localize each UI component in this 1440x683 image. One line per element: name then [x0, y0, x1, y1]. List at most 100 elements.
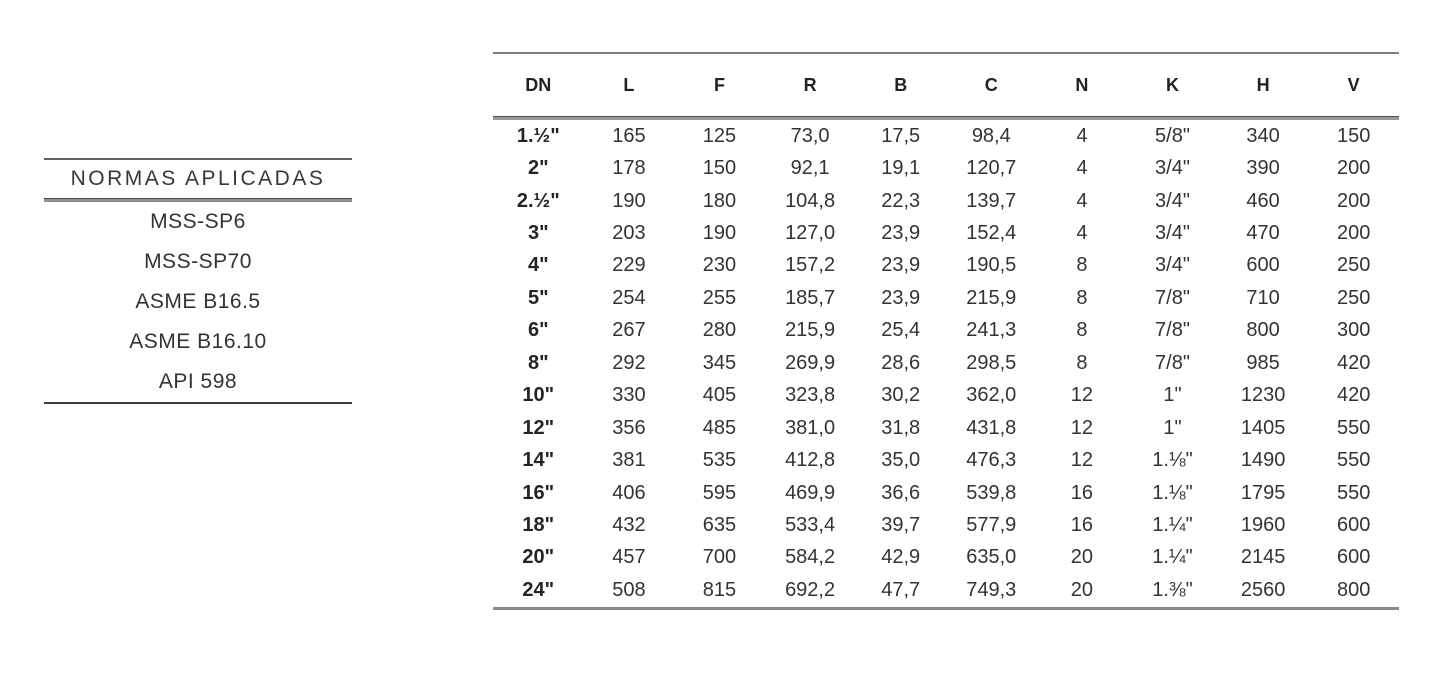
- table-cell: 550: [1337, 449, 1371, 472]
- table-row: 6" 267 280 215,9 25,4 241,3 8 7/8" 800 300: [493, 315, 1399, 347]
- table-cell: 31,8: [881, 416, 921, 439]
- table-cell: 127,0: [785, 222, 836, 245]
- normas-item: ASME B16.10: [129, 330, 267, 353]
- normas-title-divider: [44, 198, 352, 202]
- table-cell: 20: [1070, 546, 1094, 569]
- dn-cell: 12": [522, 416, 555, 439]
- table-cell: 92,1: [790, 157, 830, 180]
- table-cell: 241,3: [966, 319, 1017, 342]
- table-cell: 345: [702, 351, 737, 374]
- table-cell: 292: [612, 351, 646, 374]
- table-cell: 508: [612, 578, 646, 601]
- table-cell: 800: [1246, 319, 1280, 342]
- table-cell: 692,2: [785, 578, 836, 601]
- table-cell: 8: [1076, 286, 1088, 309]
- table-row: 3" 203 190 127,0 23,9 152,4 4 3/4" 470 200: [493, 217, 1399, 249]
- table-cell: 1.¼": [1152, 546, 1193, 569]
- normas-title: NORMAS APLICADAS: [70, 167, 326, 190]
- table-cell: 1": [1163, 416, 1182, 439]
- table-cell: 550: [1337, 481, 1371, 504]
- table-cell: 157,2: [785, 254, 836, 277]
- table-cell: 8: [1076, 351, 1088, 374]
- table-cell: 185,7: [785, 286, 836, 309]
- table-row: 16" 406 595 469,9 36,6 539,8 16 1.⅛" 1795 550: [493, 477, 1399, 509]
- table-cell: 178: [612, 157, 646, 180]
- table-row: 1.½" 165 125 73,0 17,5 98,4 4 5/8" 340 150: [493, 120, 1399, 152]
- table-cell: 73,0: [790, 124, 830, 147]
- normas-item: MSS-SP6: [150, 210, 246, 233]
- spec-table-body: 1.½" 165 125 73,0 17,5 98,4 4 5/8" 340 150 2" 178 15…: [493, 120, 1399, 607]
- table-cell: 23,9: [881, 286, 921, 309]
- table-cell: 28,6: [881, 351, 921, 374]
- table-cell: 600: [1337, 513, 1371, 536]
- table-cell: 36,6: [881, 481, 921, 504]
- table-cell: 323,8: [785, 384, 836, 407]
- dn-cell: 14": [522, 449, 555, 472]
- table-cell: 229: [612, 254, 646, 277]
- table-cell: 1.¼": [1152, 513, 1193, 536]
- table-cell: 150: [702, 157, 737, 180]
- table-cell: 710: [1246, 286, 1280, 309]
- table-cell: 25,4: [881, 319, 921, 342]
- table-row: 18" 432 635 533,4 39,7 577,9 16 1.¼" 1960 600: [493, 509, 1399, 541]
- table-cell: 12: [1070, 384, 1094, 407]
- table-cell: 460: [1246, 189, 1280, 212]
- column-header: V: [1347, 74, 1360, 95]
- table-cell: 190,5: [966, 254, 1017, 277]
- table-cell: 5/8": [1155, 124, 1190, 147]
- table-cell: 390: [1246, 157, 1280, 180]
- table-cell: 600: [1246, 254, 1280, 277]
- table-cell: 381: [612, 449, 646, 472]
- table-cell: 405: [702, 384, 737, 407]
- table-cell: 200: [1337, 157, 1371, 180]
- table-cell: 1.⅜": [1152, 578, 1193, 601]
- table-cell: 4: [1076, 124, 1088, 147]
- table-cell: 47,7: [881, 578, 921, 601]
- table-cell: 35,0: [881, 449, 921, 472]
- table-cell: 255: [702, 286, 737, 309]
- table-cell: 1": [1163, 384, 1182, 407]
- table-cell: 420: [1337, 384, 1371, 407]
- table-row: 8" 292 345 269,9 28,6 298,5 8 7/8" 985 420: [493, 347, 1399, 379]
- table-cell: 406: [612, 481, 646, 504]
- dn-cell: 6": [527, 319, 549, 342]
- table-cell: 20: [1070, 578, 1094, 601]
- table-cell: 800: [1337, 578, 1371, 601]
- table-cell: 539,8: [966, 481, 1017, 504]
- dn-cell: 5": [527, 286, 549, 309]
- table-cell: 1490: [1240, 449, 1286, 472]
- table-cell: 381,0: [785, 416, 836, 439]
- table-cell: 30,2: [881, 384, 921, 407]
- table-cell: 3/4": [1155, 157, 1190, 180]
- column-header: C: [984, 74, 998, 95]
- table-cell: 139,7: [966, 189, 1017, 212]
- table-top-border: [493, 52, 1399, 54]
- table-cell: 469,9: [785, 481, 836, 504]
- column-header: B: [894, 74, 908, 95]
- normas-item: API 598: [158, 370, 238, 393]
- table-cell: 180: [702, 189, 737, 212]
- table-cell: 2145: [1240, 546, 1286, 569]
- table-cell: 165: [612, 124, 646, 147]
- dn-cell: 8": [527, 351, 549, 374]
- table-cell: 340: [1246, 124, 1280, 147]
- table-row: 5" 254 255 185,7 23,9 215,9 8 7/8" 710 250: [493, 282, 1399, 314]
- table-cell: 432: [612, 513, 646, 536]
- table-cell: 3/4": [1155, 254, 1190, 277]
- table-cell: 7/8": [1155, 286, 1190, 309]
- table-cell: 17,5: [881, 124, 921, 147]
- dn-cell: 10": [522, 384, 555, 407]
- table-bottom-border: [493, 606, 1399, 610]
- table-cell: 23,9: [881, 254, 921, 277]
- dn-cell: 16": [522, 481, 555, 504]
- table-cell: 1405: [1240, 416, 1286, 439]
- table-cell: 39,7: [881, 513, 921, 536]
- table-cell: 7/8": [1155, 319, 1190, 342]
- table-cell: 23,9: [881, 222, 921, 245]
- table-cell: 267: [612, 319, 646, 342]
- table-cell: 1.⅛": [1152, 449, 1193, 472]
- table-cell: 230: [702, 254, 737, 277]
- table-cell: 600: [1337, 546, 1371, 569]
- normas-list: MSS-SP6 MSS-SP70 ASME B16.5 ASME B16.10 API …: [44, 202, 352, 402]
